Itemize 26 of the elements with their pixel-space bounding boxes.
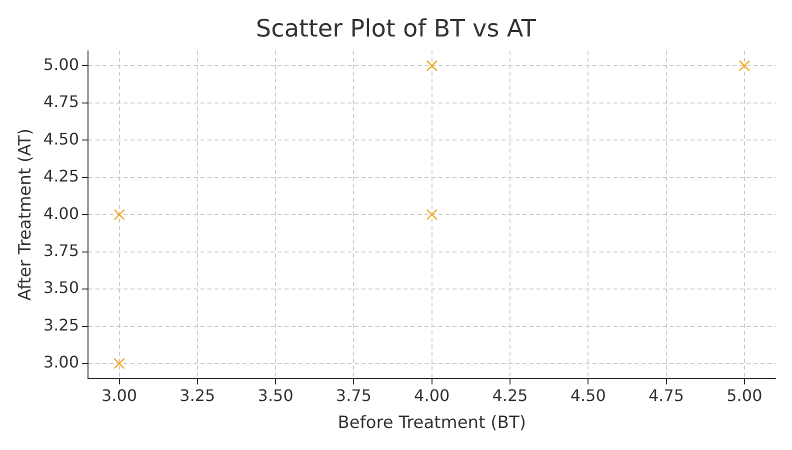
y-axis-title: After Treatment (AT) [16, 128, 36, 301]
x-tick-label: 4.75 [648, 386, 684, 406]
x-tick-label: 3.75 [336, 386, 372, 406]
x-tick-label: 3.25 [180, 386, 216, 406]
chart-title: Scatter Plot of BT vs AT [256, 14, 536, 43]
y-tick-label: 3.00 [43, 352, 80, 372]
x-tick-label: 4.50 [570, 386, 606, 406]
y-tick-label: 3.50 [43, 278, 80, 298]
x-tick-label: 3.00 [101, 386, 138, 406]
x-tick-label: 3.50 [258, 386, 294, 406]
x-tick-label: 4.00 [414, 386, 450, 406]
y-tick-label: 4.25 [43, 166, 80, 186]
point [426, 60, 438, 72]
point [114, 209, 125, 220]
y-tick-label: 4.50 [43, 129, 80, 148]
point [426, 209, 438, 220]
x-tick-label: 5.00 [726, 386, 762, 406]
y-tick-label: 3.75 [43, 240, 80, 260]
point [114, 358, 125, 370]
y-tick-label: 3.25 [43, 315, 80, 334]
y-tick-label: 4.00 [43, 204, 80, 223]
y-tick-label: 5.00 [43, 54, 80, 74]
x-tick-label: 4.25 [492, 386, 528, 406]
x-axis-title: Before Treatment (BT) [338, 413, 526, 434]
y-tick-label: 4.75 [43, 92, 80, 112]
point [738, 60, 750, 72]
